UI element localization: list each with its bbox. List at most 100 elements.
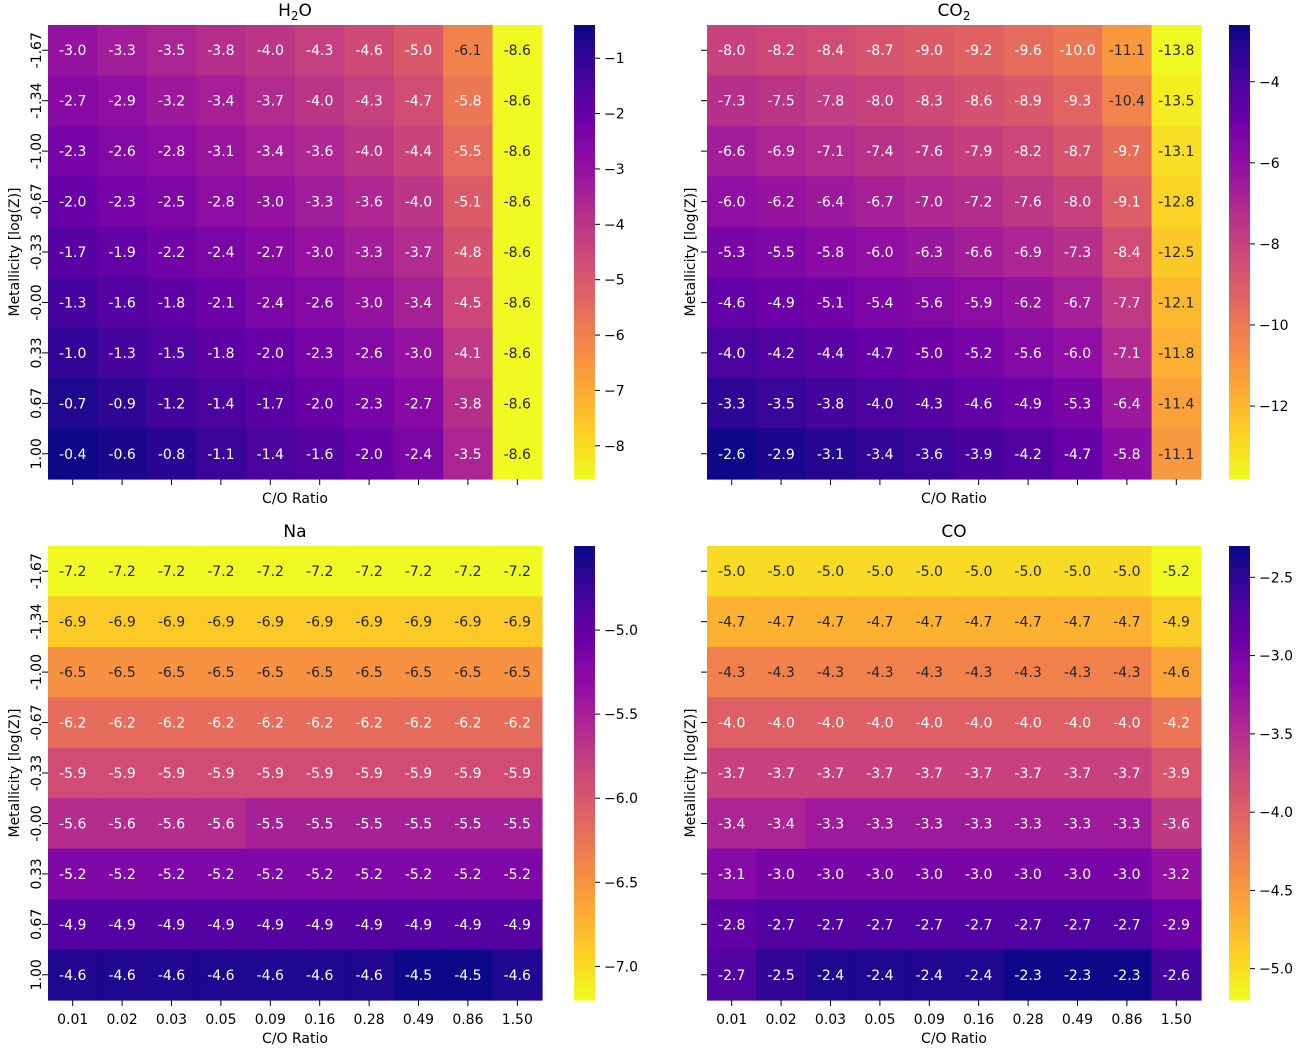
cell-value-label: -6.9 [207,615,234,631]
colorbar-segment [1229,368,1250,374]
cell-value-label: -4.9 [355,917,382,933]
colorbar-segment [1229,994,1250,1001]
colorbar-segment [1229,156,1250,162]
cell-value-label: -2.7 [767,917,794,933]
cell-value-label: -8.6 [504,94,531,110]
colorbar-segment [1229,267,1250,273]
colorbar-segment [1229,458,1250,465]
heatmap-cell [344,327,395,379]
heatmap-cell [756,327,807,379]
heatmap-cell [1102,546,1153,598]
heatmap-cell [97,646,148,698]
heatmap-cell [48,277,98,329]
cell-value-label: -5.6 [108,816,135,832]
colorbar-segment [574,904,595,910]
colorbar-segment [1229,448,1250,455]
heatmap-cell [855,75,906,127]
colorbar-segment [574,757,595,764]
heatmap-cell [1151,697,1202,749]
heatmap-cell [855,378,906,430]
heatmap-cell [805,125,856,177]
cell-value-label: -13.8 [1158,43,1194,59]
x-tick-label: 0.86 [452,1012,483,1028]
heatmap-cell [805,546,856,598]
colorbar-segment [574,418,595,425]
cell-value-label: -2.8 [718,917,745,933]
cell-value-label: -4.0 [405,195,432,211]
heatmap-cell [97,899,148,951]
y-tick-label: -1.00 [29,654,45,690]
heatmap-cell [756,848,807,900]
heatmap-cell [855,327,906,379]
cell-value-label: -6.1 [454,43,481,59]
colorbar-segment [1229,767,1250,774]
heatmap-cell [245,25,296,77]
heatmap-cell [855,798,906,850]
heatmap-cell [707,75,757,127]
colorbar-segment [574,949,595,956]
heatmap-cell [245,75,296,127]
cell-value-label: -2.7 [817,917,844,933]
colorbar-segment [1229,473,1250,480]
heatmap-cell [756,378,807,430]
cell-value-label: -2.6 [718,447,745,463]
heatmap-cell [146,899,197,951]
colorbar-segment [1229,773,1250,779]
colorbar-segment [1229,636,1250,643]
colorbar-tick-label: −3.0 [1259,649,1293,665]
y-tick-label: 1.00 [29,438,45,469]
heatmap-cell [48,798,98,850]
colorbar-segment [574,201,595,208]
cell-value-label: -7.6 [1014,195,1041,211]
heatmap-cell [393,226,444,278]
cell-value-label: -5.6 [59,816,86,832]
colorbar-segment [574,788,595,794]
cell-value-label: -2.6 [108,144,135,160]
colorbar-segment [1229,873,1250,880]
cell-value-label: -8.6 [504,295,531,311]
colorbar-tick-label: −4 [1259,75,1280,91]
heatmap-cell [904,798,955,850]
colorbar-segment [1229,848,1250,855]
heatmap-cell [344,546,395,598]
heatmap-cell [443,798,494,850]
colorbar-segment [574,979,595,986]
heatmap-cell [954,327,1004,379]
cell-value-label: -4.0 [1064,716,1091,732]
heatmap-cell [393,949,444,1001]
heatmap-cell [443,848,494,900]
colorbar-segment [1229,954,1250,961]
colorbar-segment [574,362,595,369]
colorbar-segment [1229,682,1250,688]
heatmap-cell [48,848,98,900]
colorbar-segment [1229,211,1250,218]
heatmap-cell [707,428,757,480]
heatmap-cell [295,75,345,127]
cell-value-label: -11.8 [1158,346,1194,362]
colorbar-segment [574,924,595,930]
colorbar-segment [1229,322,1250,329]
cell-value-label: -4.3 [916,396,943,412]
heatmap-cell [756,697,807,749]
cell-value-label: -4.3 [866,665,893,681]
heatmap-cell [146,176,197,228]
cell-value-label: -8.6 [504,43,531,59]
colorbar-segment [1229,667,1250,673]
cell-value-label: -4.7 [1064,615,1091,631]
cell-value-label: -9.0 [916,43,943,59]
colorbar-segment [1229,838,1250,845]
cell-value-label: -4.5 [405,968,432,984]
heatmap-cell [707,546,757,598]
cell-value-label: -9.1 [1113,195,1140,211]
heatmap-cell [1102,848,1153,900]
cell-value-label: -8.3 [916,94,943,110]
heatmap-cell [1003,546,1054,598]
cell-value-label: -3.1 [817,447,844,463]
x-tick-label: 1.50 [502,1012,533,1028]
heatmap-cell [954,646,1004,698]
colorbar-segment [1229,90,1250,97]
cell-value-label: -2.8 [158,144,185,160]
cell-value-label: -4.3 [1113,665,1140,681]
colorbar-segment [574,342,595,349]
cell-value-label: -4.7 [817,615,844,631]
